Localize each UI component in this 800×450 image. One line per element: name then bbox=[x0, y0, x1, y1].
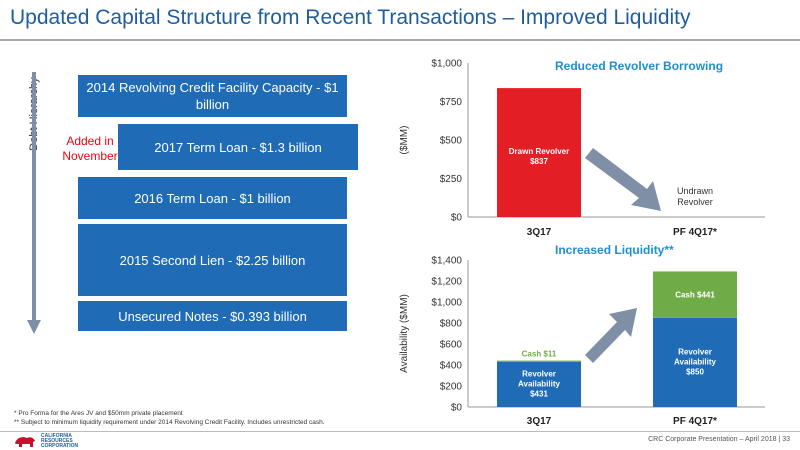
bar-cash bbox=[653, 271, 737, 318]
company-logo: CALIFORNIA RESOURCES CORPORATION bbox=[10, 433, 80, 449]
footer-divider bbox=[0, 431, 800, 432]
footnote-1: * Pro Forma for the Ares JV and $50mm pr… bbox=[14, 410, 183, 417]
debt-box-2017-term-loan: 2017 Term Loan - $1.3 billion bbox=[118, 124, 358, 170]
y-tick-label: $500 bbox=[440, 136, 463, 147]
bar-revolver-availability bbox=[653, 317, 737, 407]
x-tick-label: PF 4Q17* bbox=[673, 416, 717, 427]
bar-label-availability: Availability bbox=[518, 379, 560, 388]
footnote-2: ** Subject to minimum liquidity requirem… bbox=[14, 419, 325, 426]
growth-arrow-icon bbox=[585, 308, 637, 363]
revolver-borrowing-chart: $0 $250 $500 $750 $1,000 ($MM) 3Q17 PF 4Q17* Dra… bbox=[399, 59, 765, 238]
bar-revolver-availability bbox=[497, 361, 581, 407]
annotation-undrawn: Undrawn bbox=[677, 186, 713, 196]
y-tick-label: $1,200 bbox=[431, 277, 462, 288]
y-tick-label: $750 bbox=[440, 97, 463, 108]
title-divider bbox=[0, 39, 800, 41]
bar-value-revolver: $431 bbox=[530, 389, 548, 398]
y-tick-label: $200 bbox=[440, 382, 463, 393]
footer-text: CRC Corporate Presentation – April 2018 … bbox=[648, 436, 790, 443]
y-tick-label: $400 bbox=[440, 361, 463, 372]
bar-label-availability: Availability bbox=[674, 357, 716, 366]
bar-label-revolver: Revolver bbox=[678, 347, 712, 356]
bar-value-cash: Cash $441 bbox=[675, 291, 715, 300]
chart1-title: Reduced Revolver Borrowing bbox=[555, 59, 724, 73]
logo-line-2: RESOURCES bbox=[41, 438, 73, 444]
debt-box-second-lien: 2015 Second Lien - $2.25 billion bbox=[78, 224, 347, 296]
decline-arrow-icon bbox=[585, 148, 661, 211]
bar-cash bbox=[497, 360, 581, 362]
x-tick-label: PF 4Q17* bbox=[673, 227, 717, 238]
bar-value-cash: Cash $11 bbox=[522, 350, 557, 359]
logo-line-3: CORPORATION bbox=[41, 443, 79, 449]
y-tick-label: $800 bbox=[440, 319, 463, 330]
y-axis-title: Availability ($MM) bbox=[399, 294, 410, 373]
chart2-title: Increased Liquidity** bbox=[555, 243, 674, 257]
x-tick-label: 3Q17 bbox=[527, 416, 552, 427]
liquidity-chart: $0 $200 $400 $600 $800 $1,000 $1,200 $1,400 Avai… bbox=[399, 256, 765, 427]
bar-label-revolver: Revolver bbox=[522, 369, 556, 378]
y-tick-label: $1,000 bbox=[431, 59, 462, 70]
annotation-revolver: Revolver bbox=[677, 197, 713, 207]
bar-drawn-revolver bbox=[497, 88, 581, 217]
logo-line-1: CALIFORNIA bbox=[41, 433, 72, 439]
debt-box-revolver: 2014 Revolving Credit Facility Capacity … bbox=[78, 75, 347, 117]
y-axis-title: ($MM) bbox=[399, 126, 410, 155]
y-tick-label: $0 bbox=[451, 403, 463, 414]
x-tick-label: 3Q17 bbox=[527, 227, 552, 238]
debt-box-2016-term-loan: 2016 Term Loan - $1 billion bbox=[78, 177, 347, 219]
bar-value-label: $837 bbox=[530, 157, 548, 166]
debt-box-unsecured-notes: Unsecured Notes - $0.393 billion bbox=[78, 301, 347, 331]
y-tick-label: $1,400 bbox=[431, 256, 462, 267]
hierarchy-arrow-icon bbox=[27, 72, 41, 334]
bar-value-revolver: $850 bbox=[686, 367, 704, 376]
california-bear-icon bbox=[15, 437, 35, 447]
y-tick-label: $600 bbox=[440, 340, 463, 351]
y-tick-label: $1,000 bbox=[431, 298, 462, 309]
page-title: Updated Capital Structure from Recent Tr… bbox=[10, 6, 691, 29]
bar-label-drawn-revolver: Drawn Revolver bbox=[509, 147, 569, 156]
y-tick-label: $250 bbox=[440, 174, 463, 185]
added-in-november-label: Added in November bbox=[62, 134, 118, 163]
y-tick-label: $0 bbox=[451, 213, 463, 224]
